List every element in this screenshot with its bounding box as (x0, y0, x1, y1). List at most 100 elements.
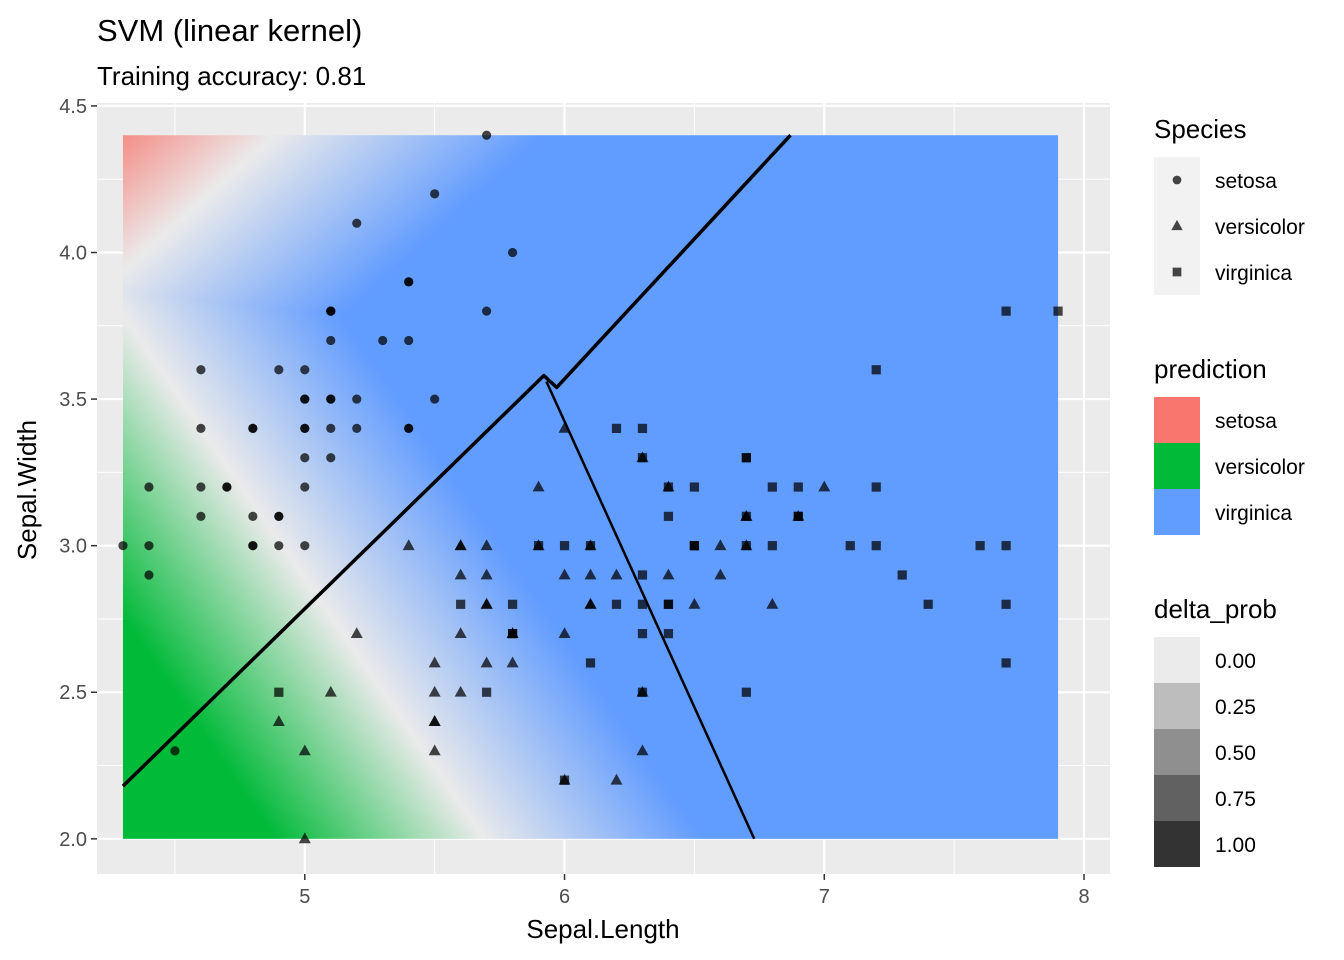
point-setosa (222, 482, 232, 492)
point-virginica (741, 511, 751, 521)
point-versicolor (272, 715, 285, 726)
legend-key-delta-prob (1154, 775, 1200, 821)
point-setosa (404, 423, 414, 434)
point-versicolor (584, 568, 597, 580)
prediction-raster (122, 135, 1059, 839)
point-virginica (637, 453, 648, 463)
point-virginica (975, 541, 985, 551)
point-setosa (196, 511, 206, 521)
legend-key-prediction-virginica (1154, 489, 1200, 535)
point-setosa (300, 365, 310, 375)
point-virginica (663, 599, 674, 609)
point-versicolor (766, 597, 779, 609)
point-setosa (326, 394, 336, 404)
chart-title: SVM (linear kernel) (97, 13, 362, 48)
point-virginica (274, 687, 284, 697)
point-setosa (144, 570, 154, 580)
decision-boundary-lower (545, 380, 756, 840)
point-versicolor (662, 568, 675, 580)
point-setosa (404, 335, 414, 346)
point-setosa (300, 482, 310, 492)
point-virginica (533, 541, 544, 551)
point-setosa (274, 365, 284, 375)
point-virginica (611, 423, 622, 434)
legend-symbol-versicolor (1171, 219, 1183, 231)
legend-symbol-setosa (1172, 175, 1182, 185)
point-setosa (248, 541, 258, 551)
legend-label-prediction: setosa (1215, 410, 1277, 433)
point-virginica (793, 511, 803, 521)
point-versicolor (480, 656, 493, 668)
point-setosa (482, 306, 492, 316)
series-virginica (274, 306, 1063, 785)
point-setosa (404, 277, 414, 287)
point-virginica (637, 687, 648, 697)
plot-panel (97, 103, 1110, 874)
point-setosa (118, 541, 128, 551)
point-virginica (637, 570, 648, 580)
legend-key-delta-prob (1154, 821, 1200, 867)
x-tick-label: 7 (819, 886, 830, 908)
point-virginica (637, 599, 648, 609)
point-versicolor (350, 627, 363, 639)
point-virginica (897, 570, 907, 580)
point-setosa (300, 541, 310, 551)
point-versicolor (298, 832, 311, 844)
y-axis-label: Sepal.Width (12, 420, 42, 560)
legend-label-prediction: virginica (1215, 502, 1292, 525)
x-axis-label: Sepal.Length (526, 914, 679, 944)
point-versicolor (636, 744, 649, 756)
y-tick-label: 3.5 (59, 389, 87, 411)
point-versicolor (610, 568, 623, 580)
point-virginica (1001, 541, 1011, 551)
legend: Species setosa versicolor virginica predicti… (1154, 114, 1305, 867)
point-setosa (326, 423, 336, 434)
point-virginica (1053, 306, 1063, 316)
point-versicolor (324, 685, 337, 697)
point-setosa (144, 482, 154, 492)
point-versicolor (558, 422, 571, 433)
point-versicolor (454, 685, 467, 697)
point-setosa (507, 247, 518, 258)
legend-label-delta-prob: 0.25 (1215, 696, 1256, 719)
point-setosa (274, 511, 284, 521)
x-tick-label: 5 (299, 886, 310, 908)
legend-title-prediction: prediction (1154, 354, 1267, 384)
point-setosa (430, 189, 440, 199)
point-virginica (767, 541, 777, 551)
point-setosa (326, 335, 336, 346)
point-virginica (871, 365, 881, 375)
point-virginica (663, 629, 674, 639)
point-setosa (248, 511, 258, 521)
point-setosa (196, 365, 206, 375)
point-setosa (352, 423, 362, 434)
point-virginica (689, 482, 700, 492)
legend-label-delta-prob: 0.50 (1215, 742, 1256, 765)
point-virginica (585, 658, 596, 668)
point-virginica (923, 599, 933, 609)
point-virginica (741, 453, 751, 463)
point-versicolor (506, 656, 519, 668)
point-versicolor (688, 597, 701, 609)
point-versicolor (480, 597, 493, 609)
legend-key-delta-prob (1154, 729, 1200, 775)
legend-key-delta-prob (1154, 683, 1200, 729)
point-setosa (378, 335, 388, 346)
x-tick-label: 8 (1078, 886, 1089, 908)
point-setosa (352, 394, 362, 404)
chart-subtitle: Training accuracy: 0.81 (97, 61, 366, 91)
legend-label-species: virginica (1215, 262, 1292, 285)
point-setosa (326, 453, 336, 463)
legend-label-delta-prob: 0.75 (1215, 788, 1256, 811)
point-virginica (663, 482, 674, 492)
legend-title-delta-prob: delta_prob (1154, 594, 1277, 624)
point-setosa (482, 130, 492, 140)
point-virginica (767, 482, 777, 492)
axes: 5 6 7 8 2.0 2.5 3.0 3.5 4.0 4.5 (59, 96, 1089, 908)
legend-key-prediction-versicolor (1154, 443, 1200, 489)
point-virginica (845, 541, 855, 551)
point-setosa (170, 746, 180, 756)
point-virginica (689, 541, 700, 551)
y-tick-label: 4.5 (59, 96, 87, 118)
